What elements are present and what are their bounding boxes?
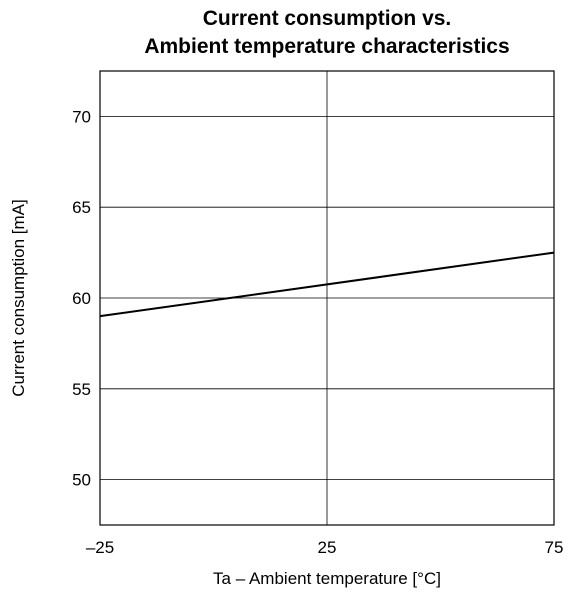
x-tick-label: –25 xyxy=(86,538,114,557)
y-axis-label: Current consumption [mA] xyxy=(9,199,28,396)
y-tick-label: 50 xyxy=(72,471,91,490)
x-tick-label: 25 xyxy=(318,538,337,557)
series-line-0 xyxy=(99,251,555,318)
grid xyxy=(100,71,554,525)
chart-title-line-2: Ambient temperature characteristics xyxy=(144,35,509,58)
y-tick-label: 55 xyxy=(72,380,91,399)
y-tick-label: 60 xyxy=(72,289,91,308)
chart-title-line-1: Current consumption vs. xyxy=(203,7,452,30)
x-axis-label: Ta – Ambient temperature [°C] xyxy=(213,569,441,588)
y-tick-label: 70 xyxy=(72,107,91,126)
plot-frame xyxy=(99,70,555,526)
y-tick-labels: 50 55 60 65 70 xyxy=(72,107,91,489)
series-layer xyxy=(99,251,555,318)
x-tick-labels: –25 25 75 xyxy=(86,538,564,557)
y-tick-label: 65 xyxy=(72,198,91,217)
x-tick-label: 75 xyxy=(545,538,564,557)
